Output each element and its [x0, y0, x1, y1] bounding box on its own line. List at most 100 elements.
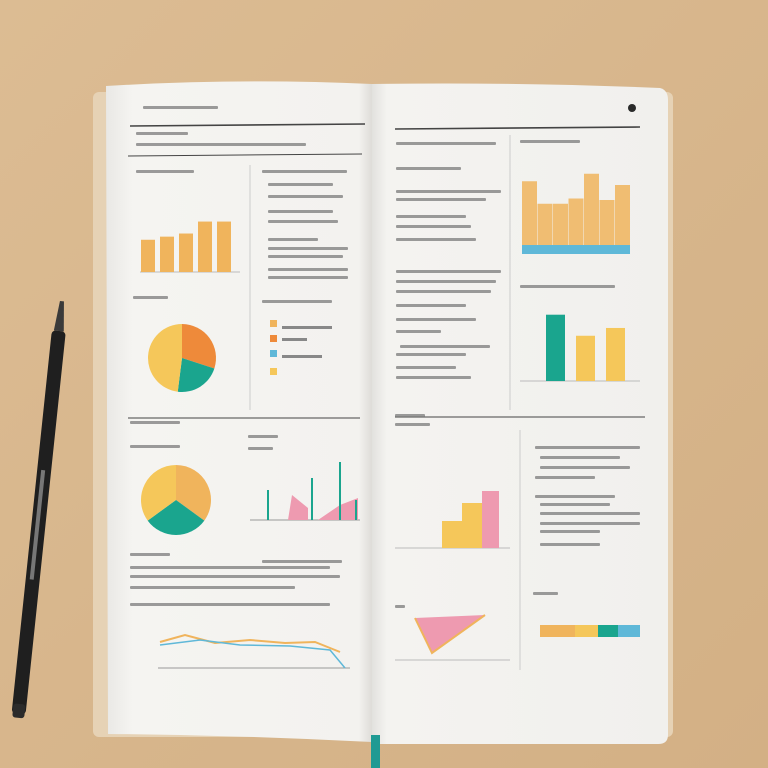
text-line	[268, 247, 348, 250]
text-line	[396, 225, 471, 228]
bar	[599, 200, 615, 245]
text-line	[262, 560, 342, 563]
text-line	[396, 366, 456, 369]
page-dot	[628, 104, 636, 112]
bar	[217, 221, 231, 272]
text-line	[282, 355, 322, 358]
text-line	[396, 215, 466, 218]
text-line	[396, 190, 501, 193]
text-line	[395, 423, 430, 426]
bar	[553, 203, 568, 245]
legend-swatch	[270, 320, 277, 327]
text-line	[282, 338, 307, 341]
color-band	[618, 625, 640, 637]
text-line	[130, 421, 180, 424]
text-lines	[127, 106, 645, 670]
bar	[482, 491, 499, 548]
bar	[584, 173, 599, 245]
text-line	[136, 132, 188, 135]
text-line	[130, 566, 330, 569]
series-line	[414, 614, 486, 655]
text-line	[136, 170, 194, 173]
text-line	[396, 376, 471, 379]
text-line	[396, 318, 476, 321]
text-line	[268, 276, 348, 279]
text-line	[396, 167, 461, 170]
pie-slice	[176, 465, 212, 521]
pie-slice	[177, 358, 215, 392]
bar	[546, 314, 565, 381]
text-line	[540, 503, 610, 506]
area	[318, 498, 358, 520]
text-line	[130, 575, 340, 578]
text-line	[268, 238, 318, 241]
text-line	[136, 143, 306, 146]
pie-slice	[147, 500, 205, 535]
text-line	[268, 255, 343, 258]
divider-line	[394, 126, 641, 130]
pie-slice	[148, 324, 182, 392]
left-page	[106, 81, 372, 742]
divider-line	[127, 153, 363, 157]
bar	[198, 221, 212, 272]
color-band	[575, 625, 598, 637]
text-line	[396, 353, 466, 356]
text-line	[535, 476, 595, 479]
text-line	[248, 435, 278, 438]
text-line	[540, 530, 600, 533]
pie-slice	[182, 324, 217, 369]
legend-swatch	[270, 368, 277, 375]
bar	[160, 236, 174, 272]
text-line	[130, 445, 180, 448]
text-line	[396, 270, 501, 273]
text-line	[533, 592, 558, 595]
text-line	[262, 170, 347, 173]
text-line	[396, 330, 441, 333]
text-line	[395, 605, 405, 608]
text-line	[396, 280, 496, 283]
text-line	[395, 414, 425, 417]
series-line	[159, 639, 346, 669]
text-line	[396, 238, 476, 241]
legend-swatch	[270, 335, 277, 342]
text-line	[400, 345, 490, 348]
divider-line	[129, 123, 366, 127]
text-line	[133, 296, 168, 299]
triangle-area	[415, 615, 485, 653]
color-band	[598, 625, 618, 637]
bar	[141, 239, 155, 272]
text-line	[143, 106, 218, 109]
bar	[462, 503, 482, 548]
text-line	[130, 553, 170, 556]
text-line	[540, 466, 630, 469]
text-line	[396, 304, 466, 307]
text-line	[268, 183, 333, 186]
text-line	[520, 140, 580, 143]
baseline-band	[522, 245, 630, 254]
text-line	[540, 512, 640, 515]
text-line	[268, 195, 343, 198]
series-line	[159, 633, 341, 653]
bar	[179, 233, 193, 272]
bar	[615, 185, 630, 245]
bookmark-ribbon	[371, 735, 380, 768]
text-line	[520, 285, 615, 288]
legend-swatch	[270, 350, 277, 357]
bar	[537, 203, 553, 245]
text-line	[282, 326, 332, 329]
bar	[576, 335, 595, 381]
bar	[606, 327, 625, 381]
text-line	[396, 142, 496, 145]
text-line	[396, 198, 486, 201]
text-line	[268, 268, 348, 271]
text-line	[130, 586, 295, 589]
text-line	[396, 290, 491, 293]
text-line	[540, 522, 640, 525]
charts	[140, 173, 640, 669]
text-line	[268, 220, 338, 223]
pen	[12, 300, 66, 719]
text-line	[268, 210, 333, 213]
area	[288, 495, 308, 520]
text-line	[130, 603, 330, 606]
